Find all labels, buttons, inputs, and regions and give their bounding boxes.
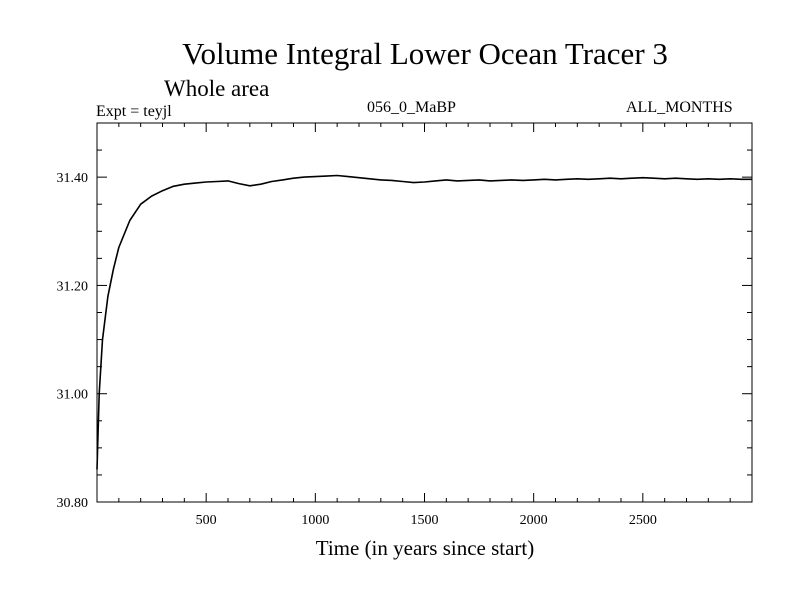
x-tick-label: 1500: [411, 513, 439, 528]
series-line: [96, 174, 752, 470]
plot-frame: [96, 122, 753, 503]
x-tick-label: 2000: [520, 513, 548, 528]
x-tick-label: 500: [196, 513, 217, 528]
y-tick-label: 30.80: [57, 496, 89, 511]
chart-subtitle: Whole area: [164, 76, 270, 101]
y-tick-label: 31.40: [57, 171, 89, 186]
y-tick-label: 31.00: [57, 388, 89, 403]
x-tick-label: 1000: [301, 513, 329, 528]
experiment-label: Expt = teyjl: [96, 103, 172, 120]
period-label: 056_0_MaBP: [367, 99, 456, 116]
months-label: ALL_MONTHS: [626, 99, 733, 116]
x-tick-label: 2500: [629, 513, 657, 528]
x-axis-label: Time (in years since start): [315, 536, 535, 560]
chart-title: Volume Integral Lower Ocean Tracer 3: [182, 36, 668, 71]
y-tick-label: 31.20: [57, 279, 89, 294]
